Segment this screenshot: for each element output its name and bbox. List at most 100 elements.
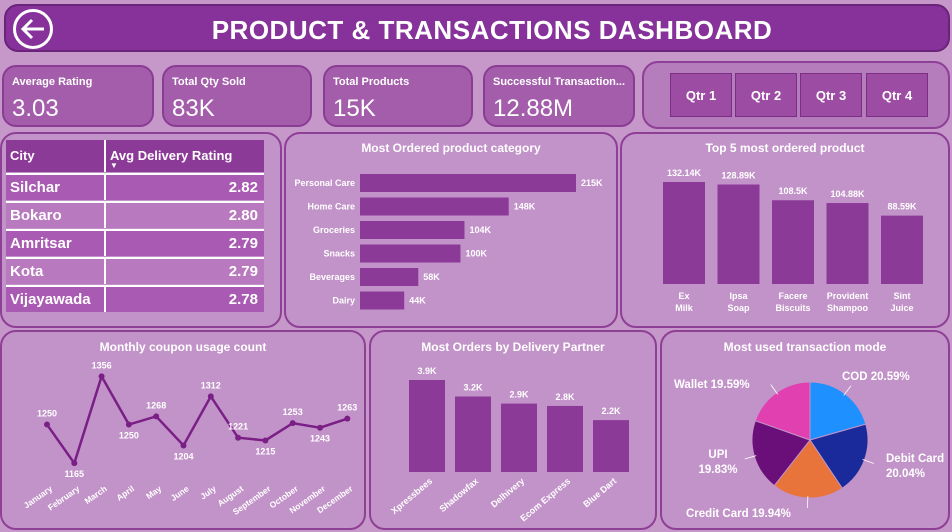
product-bar bbox=[826, 203, 869, 284]
category-tick-label: Home Care bbox=[307, 202, 355, 212]
pie-data-label: 19.83% bbox=[698, 464, 737, 476]
category-bar bbox=[360, 197, 509, 216]
coupon-point bbox=[289, 420, 296, 427]
product-tick-label: Juice bbox=[890, 303, 913, 313]
category-tick-label: Beverages bbox=[309, 272, 355, 282]
column-header-avg-delivery-rating[interactable]: Avg Delivery Rating ▼ bbox=[104, 140, 264, 172]
transaction-mode-chart-card: Most used transaction mode COD 20.59% Deb… bbox=[660, 330, 950, 530]
partner-tick-label: Delhivery bbox=[489, 476, 526, 510]
category-data-label: 148K bbox=[514, 202, 536, 212]
qtr-4-button[interactable]: Qtr 4 bbox=[866, 73, 928, 117]
product-data-label: 104.88K bbox=[830, 189, 865, 199]
rating-cell: 2.79 bbox=[228, 263, 258, 280]
kpi-value: 3.03 bbox=[12, 95, 59, 122]
partner-data-label: 2.2K bbox=[601, 406, 621, 416]
product-data-label: 88.59K bbox=[887, 202, 917, 212]
coupon-point bbox=[317, 424, 323, 431]
coupon-data-label: 1204 bbox=[173, 451, 193, 461]
partner-bar bbox=[547, 405, 583, 472]
column-divider bbox=[104, 231, 106, 256]
coupon-point bbox=[44, 421, 50, 428]
kpi-card-average-rating: Average Rating 3.03 bbox=[2, 65, 154, 127]
product-data-label: 108.5K bbox=[778, 186, 808, 196]
category-bar bbox=[360, 174, 576, 192]
pie-data-label: Wallet 19.59% bbox=[674, 379, 750, 391]
coupon-data-label: 1268 bbox=[146, 400, 166, 410]
category-bar-chart: Personal Care 215K Home Care 148K Groceries 1… bbox=[294, 174, 603, 310]
category-tick-label: Personal Care bbox=[294, 178, 355, 188]
coupon-point bbox=[98, 373, 105, 380]
product-bar bbox=[881, 215, 923, 284]
rating-cell: 2.78 bbox=[228, 291, 258, 308]
partner-data-label: 3.9K bbox=[417, 366, 437, 376]
column-divider bbox=[104, 259, 106, 284]
partner-data-label: 3.2K bbox=[463, 383, 483, 393]
product-tick-label: Sint bbox=[894, 291, 911, 301]
kpi-value: 12.88M bbox=[493, 95, 574, 122]
coupon-series-line bbox=[45, 373, 348, 466]
delivery-partner-chart-card: Most Orders by Delivery Partner 3.9K Xpre… bbox=[369, 330, 657, 530]
chart-title: Monthly coupon usage count bbox=[99, 340, 267, 354]
partner-tick-label: Shadowfax bbox=[437, 476, 480, 514]
qtr-3-button[interactable]: Qtr 3 bbox=[800, 73, 862, 117]
city-cell: Amritsar bbox=[10, 235, 72, 252]
pie-data-label: COD 20.59% bbox=[842, 371, 910, 383]
coupon-data-label: 1221 bbox=[228, 422, 248, 432]
pie-data-label: Credit Card 19.94% bbox=[686, 508, 791, 520]
product-bar bbox=[717, 184, 760, 284]
category-bar bbox=[360, 268, 419, 286]
delivery-partner-bar-chart: 3.9K Xpressbees 3.2K Shadowfax 2.9K Delhivery… bbox=[389, 366, 629, 523]
coupon-line-chart: 1250January1165February1356March1250Apri… bbox=[22, 360, 358, 516]
partner-bar bbox=[593, 420, 629, 472]
category-bar bbox=[360, 221, 465, 239]
category-tick-label: Dairy bbox=[332, 296, 355, 306]
pie-leader-line bbox=[843, 385, 852, 396]
product-tick-label: Ex bbox=[678, 291, 689, 301]
product-bar bbox=[772, 200, 814, 284]
arrow-left-icon bbox=[20, 18, 44, 40]
top-products-bar-chart: 132.14K Ex Milk 128.89K Ipsa Soap 108.5K Facere… bbox=[663, 168, 923, 313]
pie-data-label: 20.04% bbox=[886, 468, 925, 480]
product-bar bbox=[663, 182, 705, 284]
pie-data-label: UPI bbox=[708, 449, 727, 461]
table-row[interactable]: Bokaro 2.80 bbox=[6, 201, 264, 228]
page-title: PRODUCT & TRANSACTIONS DASHBOARD bbox=[211, 15, 773, 45]
pie-data-label: Debit Card bbox=[886, 453, 944, 465]
chart-title: Top 5 most ordered product bbox=[705, 141, 865, 155]
chart-title: Most Ordered product category bbox=[361, 141, 541, 155]
category-tick-label: Groceries bbox=[313, 225, 355, 235]
chart-title: Most used transaction mode bbox=[723, 340, 887, 354]
table-row[interactable]: Vijayawada 2.78 bbox=[6, 285, 264, 312]
product-tick-label: Shampoo bbox=[827, 303, 869, 313]
column-divider bbox=[104, 287, 106, 312]
pie-leader-line bbox=[862, 458, 874, 464]
rating-cell: 2.80 bbox=[228, 207, 258, 224]
column-header-city[interactable]: City bbox=[6, 140, 104, 172]
category-bar bbox=[360, 244, 461, 263]
coupon-data-label: 1263 bbox=[337, 403, 357, 413]
qtr-2-button[interactable]: Qtr 2 bbox=[735, 73, 797, 117]
table-row[interactable]: Silchar 2.82 bbox=[6, 173, 264, 200]
product-tick-label: Provident bbox=[827, 291, 869, 301]
table-row[interactable]: Amritsar 2.79 bbox=[6, 229, 264, 256]
coupon-point bbox=[125, 421, 132, 428]
table-row[interactable]: Kota 2.79 bbox=[6, 257, 264, 284]
back-button[interactable] bbox=[13, 9, 53, 49]
coupon-data-label: 1312 bbox=[201, 380, 221, 390]
category-data-label: 58K bbox=[423, 272, 440, 282]
column-divider bbox=[104, 203, 106, 228]
partner-tick-label: Xpressbees bbox=[389, 476, 434, 516]
city-cell: Vijayawada bbox=[10, 291, 91, 308]
partner-bar bbox=[409, 380, 445, 472]
kpi-label: Average Rating bbox=[12, 76, 93, 88]
qtr-1-button[interactable]: Qtr 1 bbox=[670, 73, 732, 117]
coupon-point bbox=[71, 460, 78, 467]
top-products-chart-card: Top 5 most ordered product 132.14K Ex Milk… bbox=[620, 132, 950, 328]
partner-bar bbox=[455, 396, 491, 472]
product-tick-label: Soap bbox=[727, 303, 750, 313]
coupon-point bbox=[235, 434, 242, 441]
kpi-card-total-qty-sold: Total Qty Sold 83K bbox=[162, 65, 312, 127]
kpi-value: 83K bbox=[172, 95, 215, 122]
month-tick-label: May bbox=[144, 483, 164, 501]
partner-bar bbox=[501, 403, 537, 472]
